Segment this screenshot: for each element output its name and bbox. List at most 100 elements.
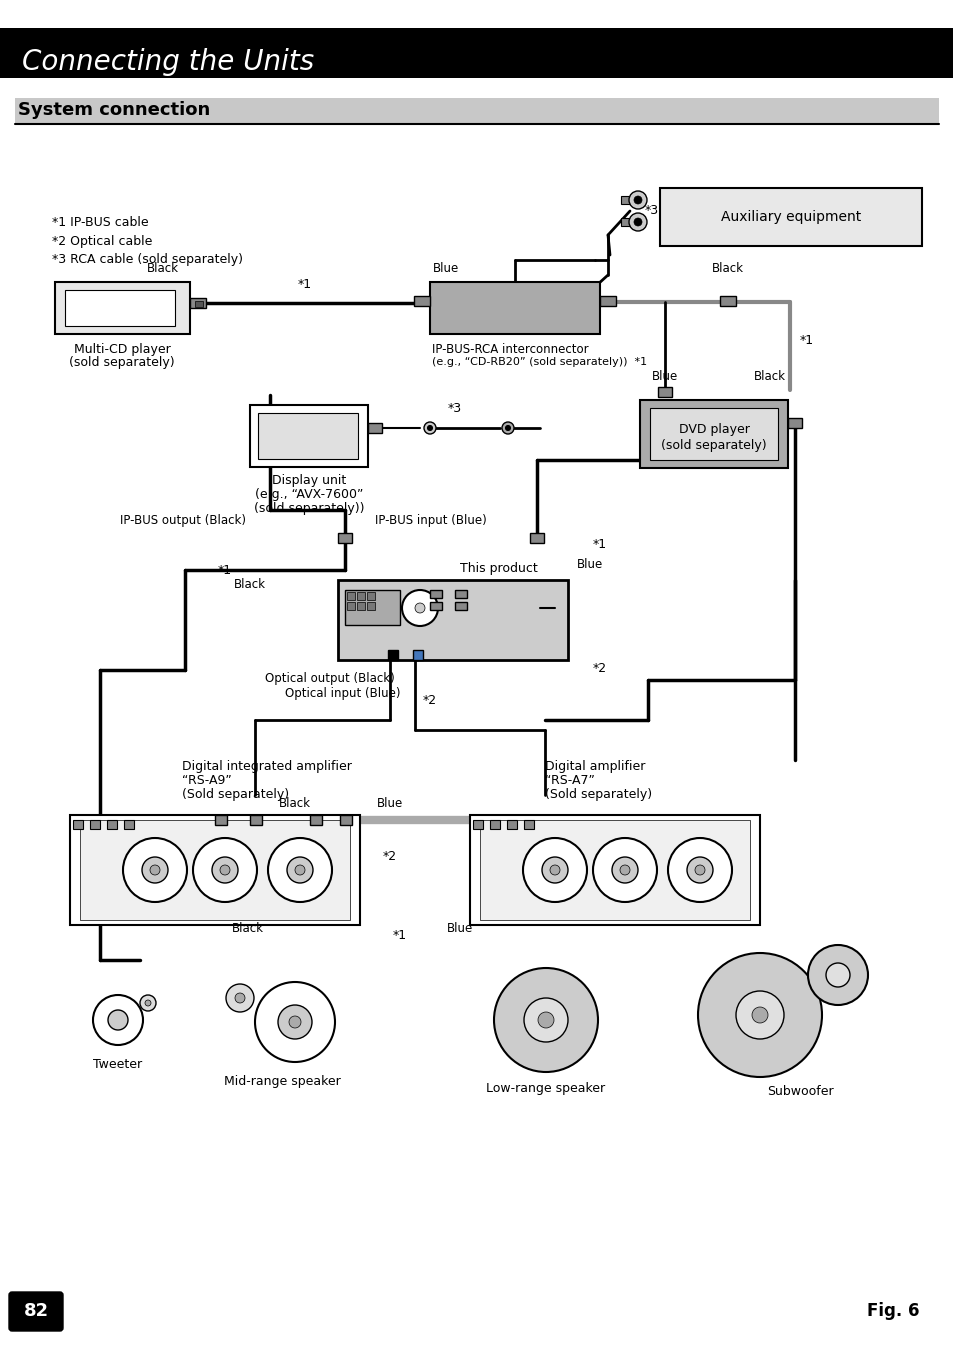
Circle shape [667, 838, 731, 902]
Bar [345, 589, 399, 625]
Text: (sold separately): (sold separately) [660, 438, 766, 452]
Text: *1: *1 [297, 279, 312, 291]
Circle shape [289, 1015, 301, 1028]
Text: IP-BUS-RCA interconnector: IP-BUS-RCA interconnector [432, 343, 588, 356]
Text: (e.g., “CD-RB20” (sold separately))  *1: (e.g., “CD-RB20” (sold separately)) *1 [432, 357, 646, 366]
Circle shape [212, 857, 237, 883]
Bar [80, 821, 350, 919]
Text: Multi-CD player: Multi-CD player [73, 343, 171, 356]
Text: (Sold separately): (Sold separately) [182, 788, 289, 800]
Bar [455, 589, 467, 598]
Text: “RS-A9”: “RS-A9” [182, 773, 232, 787]
Text: 82: 82 [24, 1302, 49, 1320]
Text: Blue: Blue [433, 262, 458, 274]
Text: Black: Black [147, 262, 179, 274]
Bar [250, 406, 368, 466]
Text: *3: *3 [644, 204, 659, 218]
Text: System connection: System connection [18, 101, 210, 119]
Bar [368, 423, 381, 433]
Circle shape [537, 1013, 554, 1028]
Text: Black: Black [278, 796, 311, 810]
Circle shape [226, 984, 253, 1013]
Text: Black: Black [711, 262, 743, 274]
Circle shape [401, 589, 437, 626]
Text: Black: Black [232, 922, 264, 936]
Bar [356, 592, 365, 600]
Circle shape [522, 838, 586, 902]
Text: *1: *1 [800, 334, 813, 346]
Circle shape [628, 214, 646, 231]
Bar [639, 400, 787, 468]
Circle shape [268, 838, 332, 902]
Circle shape [423, 422, 436, 434]
Text: Black: Black [233, 579, 266, 592]
Circle shape [735, 991, 783, 1038]
Bar [413, 650, 422, 660]
Bar [620, 218, 638, 226]
Text: *2: *2 [382, 850, 396, 864]
Text: This product: This product [459, 562, 537, 575]
Circle shape [254, 982, 335, 1063]
Bar [214, 815, 227, 825]
Bar [310, 815, 322, 825]
Text: Mid-range speaker: Mid-range speaker [223, 1075, 340, 1088]
Text: Blue: Blue [446, 922, 473, 936]
Bar [65, 289, 174, 326]
Bar [658, 387, 671, 397]
Bar [430, 283, 599, 334]
Bar [659, 188, 921, 246]
Text: Tweeter: Tweeter [93, 1059, 142, 1071]
Circle shape [619, 865, 629, 875]
Circle shape [751, 1007, 767, 1023]
Text: *3 RCA cable (sold separately): *3 RCA cable (sold separately) [52, 254, 243, 266]
Text: *1: *1 [393, 929, 407, 942]
Circle shape [92, 995, 143, 1045]
Text: Optical input (Blue): Optical input (Blue) [285, 687, 400, 700]
Circle shape [541, 857, 567, 883]
Bar [430, 602, 441, 610]
Text: Blue: Blue [651, 370, 678, 383]
Bar [257, 412, 357, 458]
Bar [73, 821, 83, 829]
Bar [430, 589, 441, 598]
Bar [124, 821, 133, 829]
Text: *2: *2 [593, 661, 606, 675]
Circle shape [193, 838, 256, 902]
Text: Auxiliary equipment: Auxiliary equipment [720, 210, 861, 224]
Circle shape [698, 953, 821, 1078]
Bar [356, 602, 365, 610]
Bar [347, 592, 355, 600]
Bar [490, 821, 499, 829]
Bar [347, 602, 355, 610]
Bar [55, 283, 190, 334]
Circle shape [505, 426, 510, 430]
Circle shape [807, 945, 867, 1005]
Circle shape [550, 865, 559, 875]
Text: (e.g., “AVX-7600”: (e.g., “AVX-7600” [254, 488, 363, 502]
Text: *1 IP-BUS cable: *1 IP-BUS cable [52, 215, 149, 228]
Bar [649, 408, 778, 460]
Text: Fig. 6: Fig. 6 [866, 1302, 919, 1320]
Circle shape [150, 865, 160, 875]
Circle shape [220, 865, 230, 875]
Bar [337, 580, 567, 660]
Bar [107, 821, 117, 829]
Circle shape [634, 218, 641, 226]
Circle shape [612, 857, 638, 883]
Bar [15, 97, 938, 123]
Bar [190, 297, 206, 308]
Circle shape [628, 191, 646, 210]
Bar [470, 815, 760, 925]
Text: *3: *3 [448, 402, 461, 415]
Circle shape [501, 422, 514, 434]
Text: Digital integrated amplifier: Digital integrated amplifier [182, 760, 352, 773]
Bar [787, 418, 801, 429]
Circle shape [294, 865, 305, 875]
Text: *2 Optical cable: *2 Optical cable [52, 234, 152, 247]
Text: (sold separately): (sold separately) [70, 356, 174, 369]
Text: *2: *2 [422, 694, 436, 707]
Text: Connecting the Units: Connecting the Units [22, 49, 314, 76]
Bar [620, 196, 638, 204]
Text: (Sold separately): (Sold separately) [544, 788, 652, 800]
Bar [479, 821, 749, 919]
